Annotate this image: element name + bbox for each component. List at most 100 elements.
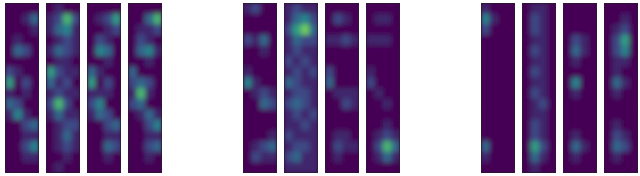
heatmap-cell: [63, 88, 72, 99]
heatmap-cell: [284, 35, 293, 46]
heatmap-cell: [128, 3, 137, 14]
heatmap-cell: [490, 109, 499, 120]
heatmap-cell: [563, 56, 572, 67]
heatmap-cell: [301, 99, 310, 110]
heatmap-cell: [366, 14, 375, 25]
heatmap-cell: [383, 99, 392, 110]
heatmap-cell: [243, 141, 252, 152]
heatmap-cell: [572, 56, 581, 67]
heatmap-cell: [548, 162, 557, 173]
heatmap-cell: [293, 24, 302, 35]
heatmap-cell: [269, 14, 278, 25]
heatmap-cell: [539, 152, 548, 163]
heatmap-cell: [563, 3, 572, 14]
heatmap-cell: [334, 88, 343, 99]
heatmap-cell: [87, 99, 96, 110]
figure: [0, 0, 640, 176]
heatmap-cell: [128, 24, 137, 35]
heatmap-cell: [104, 131, 113, 142]
heatmap-cell: [563, 67, 572, 78]
heatmap-cell: [243, 67, 252, 78]
heatmap-cell: [507, 3, 516, 14]
heatmap-cell: [260, 77, 269, 88]
heatmap-cell: [252, 35, 261, 46]
heatmap-cell: [375, 56, 384, 67]
heatmap-cell: [351, 14, 360, 25]
heatmap-cell: [630, 3, 639, 14]
heatmap-cell: [580, 14, 589, 25]
heatmap-cell: [375, 109, 384, 120]
heatmap-cell: [580, 56, 589, 67]
heatmap-cell: [22, 35, 31, 46]
heatmap-cell: [621, 120, 630, 131]
heatmap-cell: [137, 46, 146, 57]
heatmap-cell: [334, 99, 343, 110]
heatmap-cell: [104, 152, 113, 163]
heatmap-cell: [55, 77, 64, 88]
heatmap-cell: [104, 24, 113, 35]
heatmap-cell: [334, 14, 343, 25]
heatmap-cell: [63, 99, 72, 110]
heatmap-cell: [96, 120, 105, 131]
heatmap-cell: [284, 88, 293, 99]
heatmap-cell: [572, 109, 581, 120]
heatmap-cell: [113, 120, 122, 131]
heatmap-cell: [96, 109, 105, 120]
cells: [243, 3, 277, 173]
heatmap-cell: [113, 141, 122, 152]
heatmap-cell: [145, 120, 154, 131]
heatmap-cell: [243, 152, 252, 163]
heatmap-cell: [113, 77, 122, 88]
heatmap-cell: [284, 120, 293, 131]
heatmap-cell: [14, 120, 23, 131]
heatmap-cell: [613, 35, 622, 46]
cells-clip: [366, 3, 400, 173]
heatmap-cell: [498, 77, 507, 88]
panel-background: [5, 3, 39, 173]
heatmap-cell: [548, 35, 557, 46]
heatmap-cell: [31, 152, 40, 163]
heatmap-cell: [325, 67, 334, 78]
heatmap-cell: [531, 46, 540, 57]
heatmap-cell: [269, 67, 278, 78]
heatmap-cell: [104, 120, 113, 131]
heatmap-cell: [498, 3, 507, 14]
heatmap-cell: [490, 67, 499, 78]
heatmap-cell: [87, 120, 96, 131]
heatmap-cell: [375, 141, 384, 152]
heatmap-cell: [46, 56, 55, 67]
heatmap-cell: [301, 67, 310, 78]
heatmap-cell: [252, 24, 261, 35]
heatmap-cell: [392, 67, 401, 78]
heatmap-panel: [604, 3, 638, 173]
heatmap-cell: [342, 162, 351, 173]
heatmap-cell: [366, 99, 375, 110]
heatmap-cell: [63, 141, 72, 152]
heatmap-cell: [46, 24, 55, 35]
heatmap-cell: [383, 56, 392, 67]
heatmap-cell: [613, 56, 622, 67]
heatmap-cell: [572, 152, 581, 163]
heatmap-cell: [5, 77, 14, 88]
heatmap-cell: [522, 131, 531, 142]
heatmap-cell: [96, 162, 105, 173]
heatmap-panel: [366, 3, 400, 173]
heatmap-cell: [630, 56, 639, 67]
heatmap-cell: [325, 14, 334, 25]
heatmap-cell: [366, 131, 375, 142]
heatmap-cell: [284, 24, 293, 35]
heatmap-cell: [392, 109, 401, 120]
heatmap-cell: [22, 88, 31, 99]
heatmap-cell: [481, 152, 490, 163]
heatmap-cell: [14, 35, 23, 46]
heatmap-cell: [72, 120, 81, 131]
heatmap-cell: [301, 46, 310, 57]
heatmap-cell: [63, 131, 72, 142]
heatmap-cell: [301, 120, 310, 131]
heatmap-cell: [63, 120, 72, 131]
heatmap-cell: [104, 162, 113, 173]
heatmap-cell: [310, 131, 319, 142]
heatmap-cell: [293, 120, 302, 131]
heatmap-cell: [580, 77, 589, 88]
heatmap-cell: [563, 77, 572, 88]
